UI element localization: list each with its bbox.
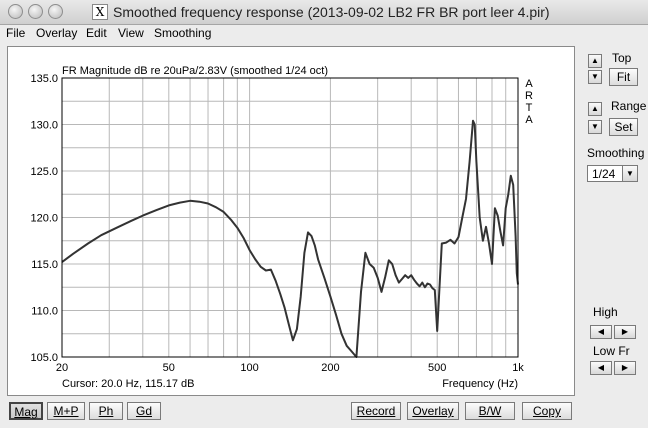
left-arrow-icon: ◀ xyxy=(597,363,605,372)
plot-panel[interactable]: 135.0 130.0 125.0 120.0 115.0 110.0 105.0 20 50… xyxy=(7,46,575,396)
menu-view[interactable]: View xyxy=(118,26,144,40)
menu-edit[interactable]: Edit xyxy=(86,26,107,40)
low-label: Low Fr xyxy=(593,344,630,358)
menu-file[interactable]: File xyxy=(6,26,26,40)
cursor-readout: Cursor: 20.0 Hz, 115.17 dB xyxy=(62,378,194,390)
y-tick-label: 130.0 xyxy=(30,120,58,132)
window-title: Smoothed frequency response (2013-09-02 … xyxy=(113,4,550,20)
bottom-toolbar: Mag M+P Ph Gd Record Overlay B/W Copy xyxy=(0,398,648,428)
left-arrow-icon: ◀ xyxy=(597,327,605,336)
top-down-button[interactable]: ▼ xyxy=(588,70,602,84)
chart-grid xyxy=(61,77,519,358)
smoothing-value: 1/24 xyxy=(592,167,616,181)
phase-button[interactable]: Ph xyxy=(89,402,123,420)
y-tick-label: 120.0 xyxy=(30,213,58,225)
top-label: Top xyxy=(612,51,632,65)
plot-frame xyxy=(61,77,519,358)
smoothing-select[interactable]: 1/24 ▼ xyxy=(587,165,638,182)
brand-letter: R xyxy=(525,90,533,102)
close-window-button[interactable] xyxy=(8,4,23,19)
y-tick-label: 135.0 xyxy=(30,73,58,85)
chevron-down-icon: ▼ xyxy=(622,166,637,181)
x-tick-label: 50 xyxy=(163,362,175,374)
x-tick-label: 100 xyxy=(240,362,258,374)
up-arrow-icon: ▲ xyxy=(591,104,599,113)
down-arrow-icon: ▼ xyxy=(591,72,599,81)
menu-smoothing[interactable]: Smoothing xyxy=(154,26,212,40)
x-tick-label: 200 xyxy=(321,362,339,374)
frequency-response-chart[interactable]: 135.0 130.0 125.0 120.0 115.0 110.0 105.0 20 50… xyxy=(8,47,576,397)
range-label: Range xyxy=(611,99,647,113)
x-axis-label: Frequency (Hz) xyxy=(442,378,518,390)
zoom-window-button[interactable] xyxy=(48,4,63,19)
minimize-window-button[interactable] xyxy=(28,4,43,19)
x-tick-label: 20 xyxy=(56,362,68,374)
brand-letter: T xyxy=(526,102,533,114)
brand-letter: A xyxy=(525,114,533,126)
brand-letter: A xyxy=(525,78,533,90)
range-up-button[interactable]: ▲ xyxy=(588,102,602,116)
mag-button[interactable]: Mag xyxy=(9,402,43,420)
high-label: High xyxy=(593,305,618,319)
right-arrow-icon: ▶ xyxy=(621,363,629,372)
menu-bar: File Overlay Edit View Smoothing xyxy=(0,25,648,43)
chart-title: FR Magnitude dB re 20uPa/2.83V (smoothed… xyxy=(62,65,328,77)
black-white-button[interactable]: B/W xyxy=(465,402,515,420)
menu-overlay[interactable]: Overlay xyxy=(36,26,78,40)
x-tick-labels: 20 50 100 200 500 1k xyxy=(56,362,524,374)
range-down-button[interactable]: ▼ xyxy=(588,120,602,134)
set-button[interactable]: Set xyxy=(609,118,638,136)
down-arrow-icon: ▼ xyxy=(591,122,599,131)
x-tick-label: 1k xyxy=(512,362,524,374)
y-tick-label: 115.0 xyxy=(31,259,58,271)
mag-phase-button[interactable]: M+P xyxy=(47,402,85,420)
y-tick-label: 110.0 xyxy=(31,306,58,318)
top-up-button[interactable]: ▲ xyxy=(588,54,602,68)
y-tick-labels: 135.0 130.0 125.0 120.0 115.0 110.0 105.0 xyxy=(30,73,58,364)
magnitude-curve xyxy=(61,119,519,358)
up-arrow-icon: ▲ xyxy=(591,56,599,65)
high-right-button[interactable]: ▶ xyxy=(614,325,636,339)
title-bar: X Smoothed frequency response (2013-09-0… xyxy=(0,0,648,25)
y-tick-label: 105.0 xyxy=(30,352,58,364)
fit-button[interactable]: Fit xyxy=(609,68,638,86)
low-right-button[interactable]: ▶ xyxy=(614,361,636,375)
record-button[interactable]: Record xyxy=(351,402,401,420)
copy-button[interactable]: Copy xyxy=(522,402,572,420)
overlay-button[interactable]: Overlay xyxy=(407,402,459,420)
x-tick-label: 500 xyxy=(428,362,446,374)
low-left-button[interactable]: ◀ xyxy=(590,361,612,375)
x11-logo-icon: X xyxy=(92,4,108,20)
smoothing-label: Smoothing xyxy=(587,146,645,160)
y-tick-label: 125.0 xyxy=(30,166,58,178)
right-arrow-icon: ▶ xyxy=(621,327,629,336)
group-delay-button[interactable]: Gd xyxy=(127,402,161,420)
high-left-button[interactable]: ◀ xyxy=(590,325,612,339)
